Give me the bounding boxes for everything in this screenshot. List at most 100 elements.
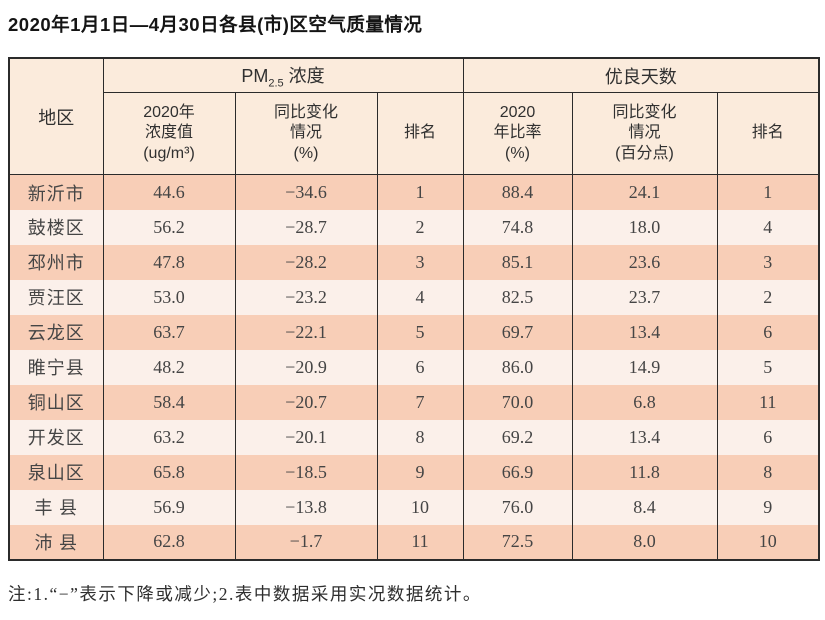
good-rate-cell: 69.7 [462,314,573,350]
pm25-rank-cell: 1 [376,174,464,210]
pm25-value-cell: 56.2 [102,209,236,245]
pm25-rank-cell: 7 [376,384,464,420]
pm25-label-suffix: 浓度 [283,65,325,86]
pm25-value-cell: 44.6 [102,174,236,210]
good-change-cell: 8.4 [571,489,718,525]
table-row: 邳州市 47.8 −28.2 3 85.1 23.6 3 [8,244,820,280]
good-change-cell: 24.1 [571,174,718,210]
table-header: 地区 PM2.5 浓度 优良天数 2020年 浓度值 (ug/m³) 同比变化 … [8,57,820,176]
good-rank-cell: 8 [716,454,820,490]
table-row: 开发区 63.2 −20.1 8 69.2 13.4 6 [8,419,820,455]
good-rate-cell: 72.5 [462,524,573,560]
pm25-change-cell: −20.1 [234,419,378,455]
pm25-change-cell: −22.1 [234,314,378,350]
good-rate-cell: 82.5 [462,279,573,315]
good-rank-cell: 2 [716,279,820,315]
pm25-change-column-header: 同比变化 情况 (%) [234,92,378,176]
pm25-label-prefix: PM [241,65,269,86]
pm25-value-cell: 65.8 [102,454,236,490]
table-row: 铜山区 58.4 −20.7 7 70.0 6.8 11 [8,384,820,420]
pm25-change-cell: −28.7 [234,209,378,245]
good-change-cell: 23.7 [571,279,718,315]
region-cell: 邳州市 [8,244,104,280]
good-change-cell: 14.9 [571,349,718,385]
good-change-cell: 13.4 [571,419,718,455]
table-row: 睢宁县 48.2 −20.9 6 86.0 14.9 5 [8,349,820,385]
good-rank-cell: 10 [716,524,820,560]
pm25-change-cell: −28.2 [234,244,378,280]
table-row: 丰 县 56.9 −13.8 10 76.0 8.4 9 [8,489,820,525]
good-change-cell: 23.6 [571,244,718,280]
good-rate-column-header: 2020 年比率 (%) [462,92,573,176]
pm25-change-cell: −23.2 [234,279,378,315]
pm25-value-column-header: 2020年 浓度值 (ug/m³) [102,92,236,176]
pm25-rank-cell: 8 [376,419,464,455]
pm25-value-cell: 53.0 [102,279,236,315]
good-rate-cell: 76.0 [462,489,573,525]
group-header-row: 地区 PM2.5 浓度 优良天数 [8,57,820,176]
page-title: 2020年1月1日—4月30日各县(市)区空气质量情况 [8,14,423,35]
good-rank-cell: 1 [716,174,820,210]
table-row: 泉山区 65.8 −18.5 9 66.9 11.8 8 [8,454,820,490]
pm25-rank-cell: 11 [376,524,464,560]
region-cell: 新沂市 [8,174,104,210]
good-change-cell: 8.0 [571,524,718,560]
footnote: 注:1.“−”表示下降或减少;2.表中数据采用实况数据统计。 [8,583,482,604]
pm25-label-subscript: 2.5 [268,77,284,90]
table-row: 沛 县 62.8 −1.7 11 72.5 8.0 10 [8,524,820,560]
good-change-cell: 6.8 [571,384,718,420]
good-rate-cell: 70.0 [462,384,573,420]
pm25-value-cell: 63.2 [102,419,236,455]
good-rate-cell: 69.2 [462,419,573,455]
pm25-value-cell: 63.7 [102,314,236,350]
region-cell: 睢宁县 [8,349,104,385]
good-change-cell: 11.8 [571,454,718,490]
pm25-change-cell: −1.7 [234,524,378,560]
region-cell: 沛 县 [8,524,104,560]
pm25-rank-cell: 4 [376,279,464,315]
pm25-rank-cell: 5 [376,314,464,350]
pm25-value-cell: 56.9 [102,489,236,525]
pm25-value-cell: 58.4 [102,384,236,420]
region-cell: 开发区 [8,419,104,455]
region-cell: 泉山区 [8,454,104,490]
good-rate-cell: 85.1 [462,244,573,280]
good-rank-cell: 6 [716,314,820,350]
region-cell: 云龙区 [8,314,104,350]
good-change-cell: 18.0 [571,209,718,245]
good-rate-cell: 88.4 [462,174,573,210]
table-row: 贾汪区 53.0 −23.2 4 82.5 23.7 2 [8,279,820,315]
good-rank-cell: 9 [716,489,820,525]
good-rate-cell: 74.8 [462,209,573,245]
good-rank-cell: 5 [716,349,820,385]
pm25-change-cell: −20.7 [234,384,378,420]
region-column-header: 地区 [8,57,104,176]
pm25-rank-column-header: 排名 [376,92,464,176]
table-row: 云龙区 63.7 −22.1 5 69.7 13.4 6 [8,314,820,350]
pm25-value-cell: 48.2 [102,349,236,385]
pm25-change-cell: −34.6 [234,174,378,210]
air-quality-table: 地区 PM2.5 浓度 优良天数 2020年 浓度值 (ug/m³) 同比变化 … [8,56,821,561]
pm25-change-cell: −13.8 [234,489,378,525]
region-cell: 丰 县 [8,489,104,525]
good-days-group-header: 优良天数 [462,57,820,94]
pm25-rank-cell: 10 [376,489,464,525]
table-row: 鼓楼区 56.2 −28.7 2 74.8 18.0 4 [8,209,820,245]
good-rank-cell: 11 [716,384,820,420]
pm25-rank-cell: 6 [376,349,464,385]
good-rank-cell: 3 [716,244,820,280]
good-rate-cell: 66.9 [462,454,573,490]
region-cell: 贾汪区 [8,279,104,315]
pm25-rank-cell: 3 [376,244,464,280]
region-cell: 铜山区 [8,384,104,420]
good-rank-cell: 4 [716,209,820,245]
pm25-value-cell: 47.8 [102,244,236,280]
table-row: 新沂市 44.6 −34.6 1 88.4 24.1 1 [8,174,820,210]
good-change-cell: 13.4 [571,314,718,350]
pm25-change-cell: −20.9 [234,349,378,385]
pm25-rank-cell: 2 [376,209,464,245]
sub-header-row: 2020年 浓度值 (ug/m³) 同比变化 情况 (%) 排名 2020 年比… [9,92,820,176]
pm25-value-cell: 62.8 [102,524,236,560]
good-rank-column-header: 排名 [716,92,820,176]
